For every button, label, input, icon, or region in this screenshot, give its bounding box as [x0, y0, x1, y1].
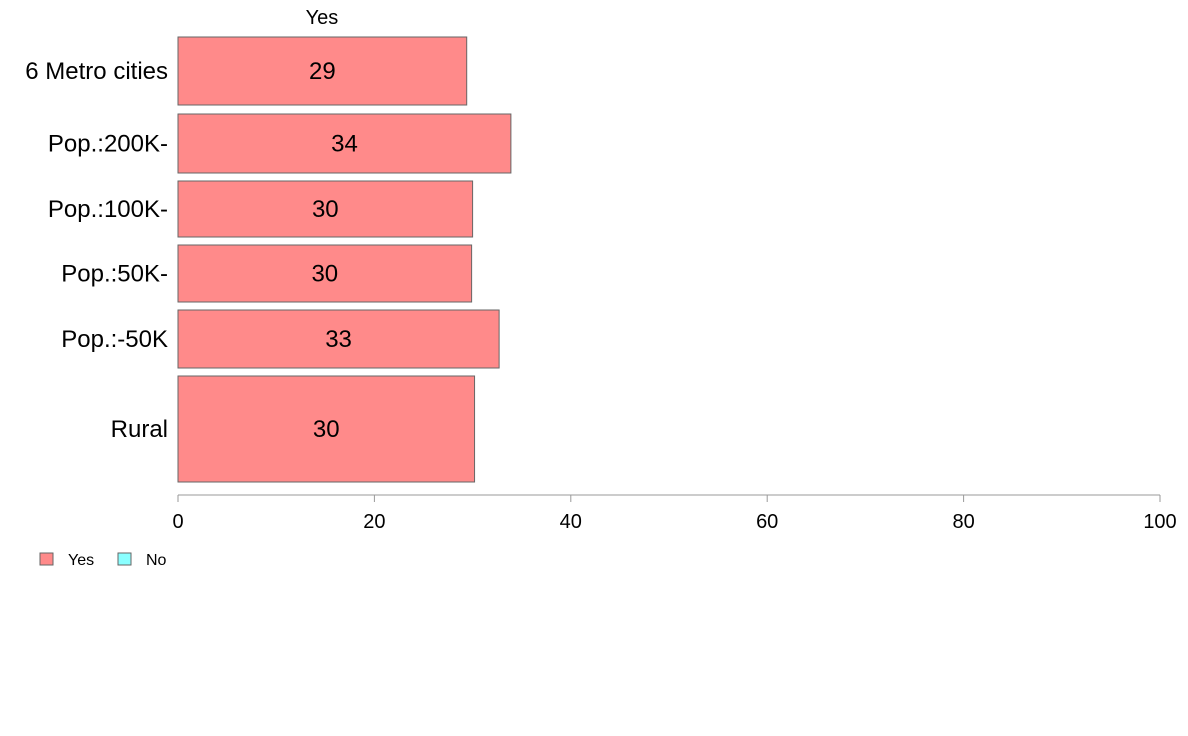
bar-yes: [177, 113, 512, 174]
data-label: 33: [325, 326, 352, 353]
legend-swatch: [39, 552, 54, 566]
category-label: Pop.:50K-: [61, 261, 168, 288]
category-label: Rural: [111, 416, 168, 443]
x-tick-label: 60: [756, 511, 778, 533]
bar-yes: [177, 180, 474, 238]
bar-yes: [177, 375, 476, 483]
segment-title: Yes: [306, 7, 339, 29]
data-label: 30: [313, 416, 340, 443]
category-label: Pop.:100K-: [48, 196, 168, 223]
x-tick-label: 80: [952, 511, 974, 533]
bars-group: 29 34 30 30 33 30: [177, 36, 512, 483]
x-tick-label: 40: [560, 511, 582, 533]
bar-yes: [177, 309, 500, 369]
legend-label: No: [146, 552, 167, 569]
data-label: 34: [331, 131, 358, 158]
x-tick-label: 20: [363, 511, 385, 533]
bar-yes: [177, 244, 473, 303]
data-label: 30: [312, 196, 339, 223]
x-axis: 0 20 40 60 80 100: [172, 494, 1177, 533]
bar-yes: [177, 36, 468, 106]
data-label: 29: [309, 58, 336, 85]
category-label: Pop.:-50K: [61, 326, 168, 353]
category-label: 6 Metro cities: [25, 58, 168, 85]
category-labels: 6 Metro cities Pop.:200K- Pop.:100K- Pop.:5…: [25, 58, 168, 443]
x-tick-label: 100: [1143, 511, 1176, 533]
legend-label: Yes: [68, 552, 94, 569]
legend-swatch: [117, 552, 132, 566]
x-tick-label: 0: [172, 511, 183, 533]
category-label: Pop.:200K-: [48, 131, 168, 158]
data-label: 30: [311, 261, 338, 288]
legend: Yes No: [39, 552, 167, 569]
